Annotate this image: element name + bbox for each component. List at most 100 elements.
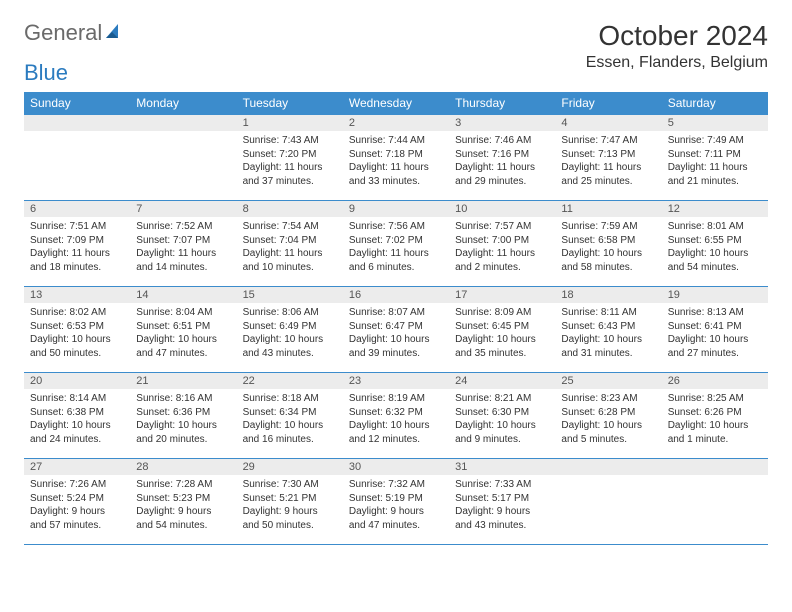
day-header: Sunday bbox=[24, 92, 130, 115]
day-content: Sunrise: 7:49 AMSunset: 7:11 PMDaylight:… bbox=[662, 131, 768, 192]
day-content: Sunrise: 7:32 AMSunset: 5:19 PMDaylight:… bbox=[343, 475, 449, 536]
day-cell: 26Sunrise: 8:25 AMSunset: 6:26 PMDayligh… bbox=[662, 373, 768, 459]
sunset-text: Sunset: 6:28 PM bbox=[561, 406, 655, 420]
day-cell: 27Sunrise: 7:26 AMSunset: 5:24 PMDayligh… bbox=[24, 459, 130, 545]
day-content: Sunrise: 8:04 AMSunset: 6:51 PMDaylight:… bbox=[130, 303, 236, 364]
day-cell: 13Sunrise: 8:02 AMSunset: 6:53 PMDayligh… bbox=[24, 287, 130, 373]
daylight-text: Daylight: 11 hours and 6 minutes. bbox=[349, 247, 443, 274]
logo-text-general: General bbox=[24, 20, 102, 46]
day-content: Sunrise: 7:52 AMSunset: 7:07 PMDaylight:… bbox=[130, 217, 236, 278]
sunset-text: Sunset: 6:38 PM bbox=[30, 406, 124, 420]
daylight-text: Daylight: 9 hours and 50 minutes. bbox=[243, 505, 337, 532]
sunrise-text: Sunrise: 7:59 AM bbox=[561, 220, 655, 234]
empty-cell bbox=[662, 459, 768, 545]
day-number: 2 bbox=[343, 115, 449, 131]
day-number: 18 bbox=[555, 287, 661, 303]
daylight-text: Daylight: 10 hours and 31 minutes. bbox=[561, 333, 655, 360]
day-content: Sunrise: 8:16 AMSunset: 6:36 PMDaylight:… bbox=[130, 389, 236, 450]
day-content: Sunrise: 8:07 AMSunset: 6:47 PMDaylight:… bbox=[343, 303, 449, 364]
day-number: 26 bbox=[662, 373, 768, 389]
sunset-text: Sunset: 7:07 PM bbox=[136, 234, 230, 248]
daylight-text: Daylight: 10 hours and 27 minutes. bbox=[668, 333, 762, 360]
day-content: Sunrise: 8:11 AMSunset: 6:43 PMDaylight:… bbox=[555, 303, 661, 364]
day-cell: 11Sunrise: 7:59 AMSunset: 6:58 PMDayligh… bbox=[555, 201, 661, 287]
day-content: Sunrise: 8:19 AMSunset: 6:32 PMDaylight:… bbox=[343, 389, 449, 450]
day-cell: 8Sunrise: 7:54 AMSunset: 7:04 PMDaylight… bbox=[237, 201, 343, 287]
empty-cell bbox=[130, 115, 236, 201]
sunrise-text: Sunrise: 7:56 AM bbox=[349, 220, 443, 234]
sunset-text: Sunset: 6:41 PM bbox=[668, 320, 762, 334]
day-content: Sunrise: 8:18 AMSunset: 6:34 PMDaylight:… bbox=[237, 389, 343, 450]
day-content: Sunrise: 7:56 AMSunset: 7:02 PMDaylight:… bbox=[343, 217, 449, 278]
sunset-text: Sunset: 5:23 PM bbox=[136, 492, 230, 506]
day-cell: 28Sunrise: 7:28 AMSunset: 5:23 PMDayligh… bbox=[130, 459, 236, 545]
day-cell: 21Sunrise: 8:16 AMSunset: 6:36 PMDayligh… bbox=[130, 373, 236, 459]
day-cell: 6Sunrise: 7:51 AMSunset: 7:09 PMDaylight… bbox=[24, 201, 130, 287]
day-header: Friday bbox=[555, 92, 661, 115]
day-content: Sunrise: 8:25 AMSunset: 6:26 PMDaylight:… bbox=[662, 389, 768, 450]
day-content: Sunrise: 7:46 AMSunset: 7:16 PMDaylight:… bbox=[449, 131, 555, 192]
day-number: 15 bbox=[237, 287, 343, 303]
sunset-text: Sunset: 6:47 PM bbox=[349, 320, 443, 334]
day-header: Saturday bbox=[662, 92, 768, 115]
daylight-text: Daylight: 9 hours and 54 minutes. bbox=[136, 505, 230, 532]
day-cell: 7Sunrise: 7:52 AMSunset: 7:07 PMDaylight… bbox=[130, 201, 236, 287]
daylight-text: Daylight: 11 hours and 33 minutes. bbox=[349, 161, 443, 188]
daylight-text: Daylight: 10 hours and 20 minutes. bbox=[136, 419, 230, 446]
day-number: 25 bbox=[555, 373, 661, 389]
day-num-row bbox=[130, 115, 236, 131]
day-number: 12 bbox=[662, 201, 768, 217]
sunset-text: Sunset: 7:18 PM bbox=[349, 148, 443, 162]
sunrise-text: Sunrise: 8:13 AM bbox=[668, 306, 762, 320]
day-cell: 4Sunrise: 7:47 AMSunset: 7:13 PMDaylight… bbox=[555, 115, 661, 201]
day-cell: 22Sunrise: 8:18 AMSunset: 6:34 PMDayligh… bbox=[237, 373, 343, 459]
sunrise-text: Sunrise: 8:23 AM bbox=[561, 392, 655, 406]
day-number: 29 bbox=[237, 459, 343, 475]
day-header: Wednesday bbox=[343, 92, 449, 115]
day-cell: 23Sunrise: 8:19 AMSunset: 6:32 PMDayligh… bbox=[343, 373, 449, 459]
day-cell: 1Sunrise: 7:43 AMSunset: 7:20 PMDaylight… bbox=[237, 115, 343, 201]
day-content: Sunrise: 7:59 AMSunset: 6:58 PMDaylight:… bbox=[555, 217, 661, 278]
day-cell: 5Sunrise: 7:49 AMSunset: 7:11 PMDaylight… bbox=[662, 115, 768, 201]
day-cell: 31Sunrise: 7:33 AMSunset: 5:17 PMDayligh… bbox=[449, 459, 555, 545]
sunset-text: Sunset: 6:26 PM bbox=[668, 406, 762, 420]
sunset-text: Sunset: 7:20 PM bbox=[243, 148, 337, 162]
sunset-text: Sunset: 7:02 PM bbox=[349, 234, 443, 248]
day-number: 23 bbox=[343, 373, 449, 389]
day-num-row bbox=[662, 459, 768, 475]
day-content: Sunrise: 8:21 AMSunset: 6:30 PMDaylight:… bbox=[449, 389, 555, 450]
calendar-week-row: 6Sunrise: 7:51 AMSunset: 7:09 PMDaylight… bbox=[24, 201, 768, 287]
daylight-text: Daylight: 10 hours and 16 minutes. bbox=[243, 419, 337, 446]
daylight-text: Daylight: 10 hours and 12 minutes. bbox=[349, 419, 443, 446]
sunrise-text: Sunrise: 8:01 AM bbox=[668, 220, 762, 234]
daylight-text: Daylight: 11 hours and 37 minutes. bbox=[243, 161, 337, 188]
day-cell: 25 Sunrise: 8:23 AMSunset: 6:28 PMDayligh… bbox=[555, 373, 661, 459]
day-content: Sunrise: 8:14 AMSunset: 6:38 PMDaylight:… bbox=[24, 389, 130, 450]
sunset-text: Sunset: 7:13 PM bbox=[561, 148, 655, 162]
day-cell: 18Sunrise: 8:11 AMSunset: 6:43 PMDayligh… bbox=[555, 287, 661, 373]
daylight-text: Daylight: 10 hours and 9 minutes. bbox=[455, 419, 549, 446]
sunset-text: Sunset: 7:04 PM bbox=[243, 234, 337, 248]
logo-text-blue: Blue bbox=[24, 60, 768, 86]
sunrise-text: Sunrise: 7:54 AM bbox=[243, 220, 337, 234]
day-content: Sunrise: 8:02 AMSunset: 6:53 PMDaylight:… bbox=[24, 303, 130, 364]
daylight-text: Daylight: 9 hours and 57 minutes. bbox=[30, 505, 124, 532]
sunset-text: Sunset: 6:58 PM bbox=[561, 234, 655, 248]
daylight-text: Daylight: 10 hours and 5 minutes. bbox=[561, 419, 655, 446]
day-content bbox=[555, 475, 661, 482]
day-content: Sunrise: 8:13 AMSunset: 6:41 PMDaylight:… bbox=[662, 303, 768, 364]
day-header: Monday bbox=[130, 92, 236, 115]
calendar-table: SundayMondayTuesdayWednesdayThursdayFrid… bbox=[24, 92, 768, 545]
day-header-row: SundayMondayTuesdayWednesdayThursdayFrid… bbox=[24, 92, 768, 115]
sunrise-text: Sunrise: 8:19 AM bbox=[349, 392, 443, 406]
day-number: 27 bbox=[24, 459, 130, 475]
sunset-text: Sunset: 6:34 PM bbox=[243, 406, 337, 420]
sunset-text: Sunset: 7:11 PM bbox=[668, 148, 762, 162]
calendar-week-row: 27Sunrise: 7:26 AMSunset: 5:24 PMDayligh… bbox=[24, 459, 768, 545]
sunrise-text: Sunrise: 7:47 AM bbox=[561, 134, 655, 148]
day-number: 16 bbox=[343, 287, 449, 303]
calendar-week-row: 20Sunrise: 8:14 AMSunset: 6:38 PMDayligh… bbox=[24, 373, 768, 459]
day-number: 5 bbox=[662, 115, 768, 131]
sunrise-text: Sunrise: 8:18 AM bbox=[243, 392, 337, 406]
day-number: 30 bbox=[343, 459, 449, 475]
